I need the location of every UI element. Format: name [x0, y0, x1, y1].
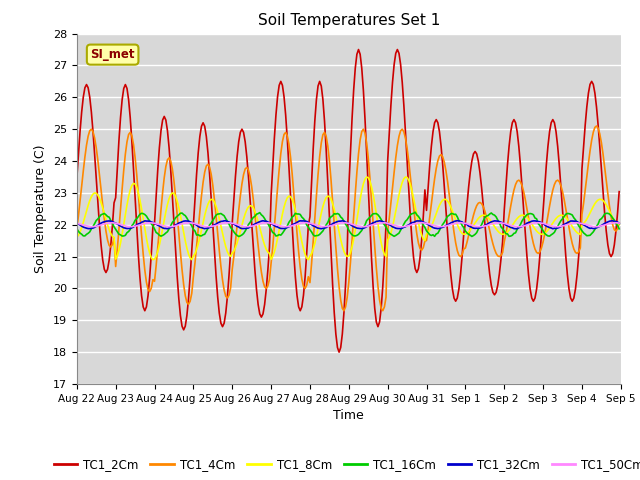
- TC1_4Cm: [518, 183, 526, 189]
- TC1_2Cm: [335, 349, 343, 355]
- TC1_8Cm: [235, 235, 243, 240]
- TC1_4Cm: [593, 123, 600, 129]
- TC1_16Cm: [237, 233, 244, 239]
- TC1_50Cm: [525, 222, 532, 228]
- TC1_32Cm: [193, 222, 200, 228]
- TC1_8Cm: [305, 257, 312, 263]
- TC1_8Cm: [402, 174, 410, 180]
- Line: TC1_50Cm: TC1_50Cm: [77, 223, 619, 227]
- Line: TC1_16Cm: TC1_16Cm: [77, 212, 619, 237]
- TC1_32Cm: [73, 220, 81, 226]
- TC1_50Cm: [235, 222, 243, 228]
- TC1_50Cm: [79, 222, 87, 228]
- TC1_32Cm: [512, 226, 520, 232]
- Legend: TC1_2Cm, TC1_4Cm, TC1_8Cm, TC1_16Cm, TC1_32Cm, TC1_50Cm: TC1_2Cm, TC1_4Cm, TC1_8Cm, TC1_16Cm, TC1…: [49, 454, 640, 476]
- TC1_4Cm: [379, 308, 387, 313]
- TC1_32Cm: [378, 218, 385, 224]
- Title: Soil Temperatures Set 1: Soil Temperatures Set 1: [258, 13, 440, 28]
- TC1_50Cm: [518, 224, 526, 229]
- TC1_2Cm: [526, 286, 534, 292]
- TC1_16Cm: [520, 216, 527, 221]
- Text: SI_met: SI_met: [90, 48, 135, 61]
- TC1_4Cm: [235, 207, 243, 213]
- TC1_2Cm: [235, 139, 243, 144]
- Line: TC1_2Cm: TC1_2Cm: [77, 49, 619, 352]
- TC1_50Cm: [457, 220, 465, 226]
- TC1_50Cm: [193, 221, 200, 227]
- TC1_4Cm: [525, 215, 532, 221]
- TC1_50Cm: [73, 220, 81, 226]
- Line: TC1_4Cm: TC1_4Cm: [77, 126, 619, 311]
- TC1_2Cm: [355, 47, 362, 52]
- TC1_2Cm: [520, 207, 527, 213]
- TC1_16Cm: [526, 211, 534, 216]
- TC1_32Cm: [453, 218, 461, 224]
- TC1_2Cm: [79, 94, 87, 100]
- TC1_16Cm: [73, 226, 81, 231]
- TC1_16Cm: [412, 209, 419, 215]
- TC1_32Cm: [79, 224, 87, 230]
- TC1_8Cm: [615, 222, 623, 228]
- TC1_16Cm: [615, 226, 623, 232]
- TC1_2Cm: [381, 254, 388, 260]
- TC1_8Cm: [379, 247, 387, 252]
- Line: TC1_32Cm: TC1_32Cm: [77, 221, 619, 229]
- Y-axis label: Soil Temperature (C): Soil Temperature (C): [35, 144, 47, 273]
- TC1_4Cm: [73, 226, 81, 231]
- TC1_32Cm: [615, 221, 623, 227]
- TC1_16Cm: [193, 232, 200, 238]
- TC1_2Cm: [615, 189, 623, 194]
- Line: TC1_8Cm: TC1_8Cm: [77, 177, 619, 260]
- TC1_8Cm: [193, 247, 200, 252]
- TC1_16Cm: [235, 234, 243, 240]
- TC1_4Cm: [193, 243, 200, 249]
- TC1_32Cm: [235, 224, 243, 230]
- TC1_4Cm: [615, 220, 623, 226]
- TC1_32Cm: [520, 223, 527, 228]
- TC1_2Cm: [193, 171, 200, 177]
- TC1_8Cm: [73, 234, 81, 240]
- TC1_8Cm: [520, 213, 527, 218]
- TC1_16Cm: [79, 233, 87, 239]
- TC1_4Cm: [340, 308, 348, 313]
- TC1_50Cm: [615, 220, 623, 226]
- TC1_8Cm: [526, 219, 534, 225]
- TC1_50Cm: [378, 220, 385, 226]
- TC1_8Cm: [79, 220, 87, 226]
- X-axis label: Time: Time: [333, 409, 364, 422]
- TC1_32Cm: [526, 219, 534, 225]
- TC1_4Cm: [79, 168, 87, 174]
- TC1_16Cm: [379, 220, 387, 226]
- TC1_2Cm: [73, 176, 81, 181]
- TC1_50Cm: [554, 224, 561, 229]
